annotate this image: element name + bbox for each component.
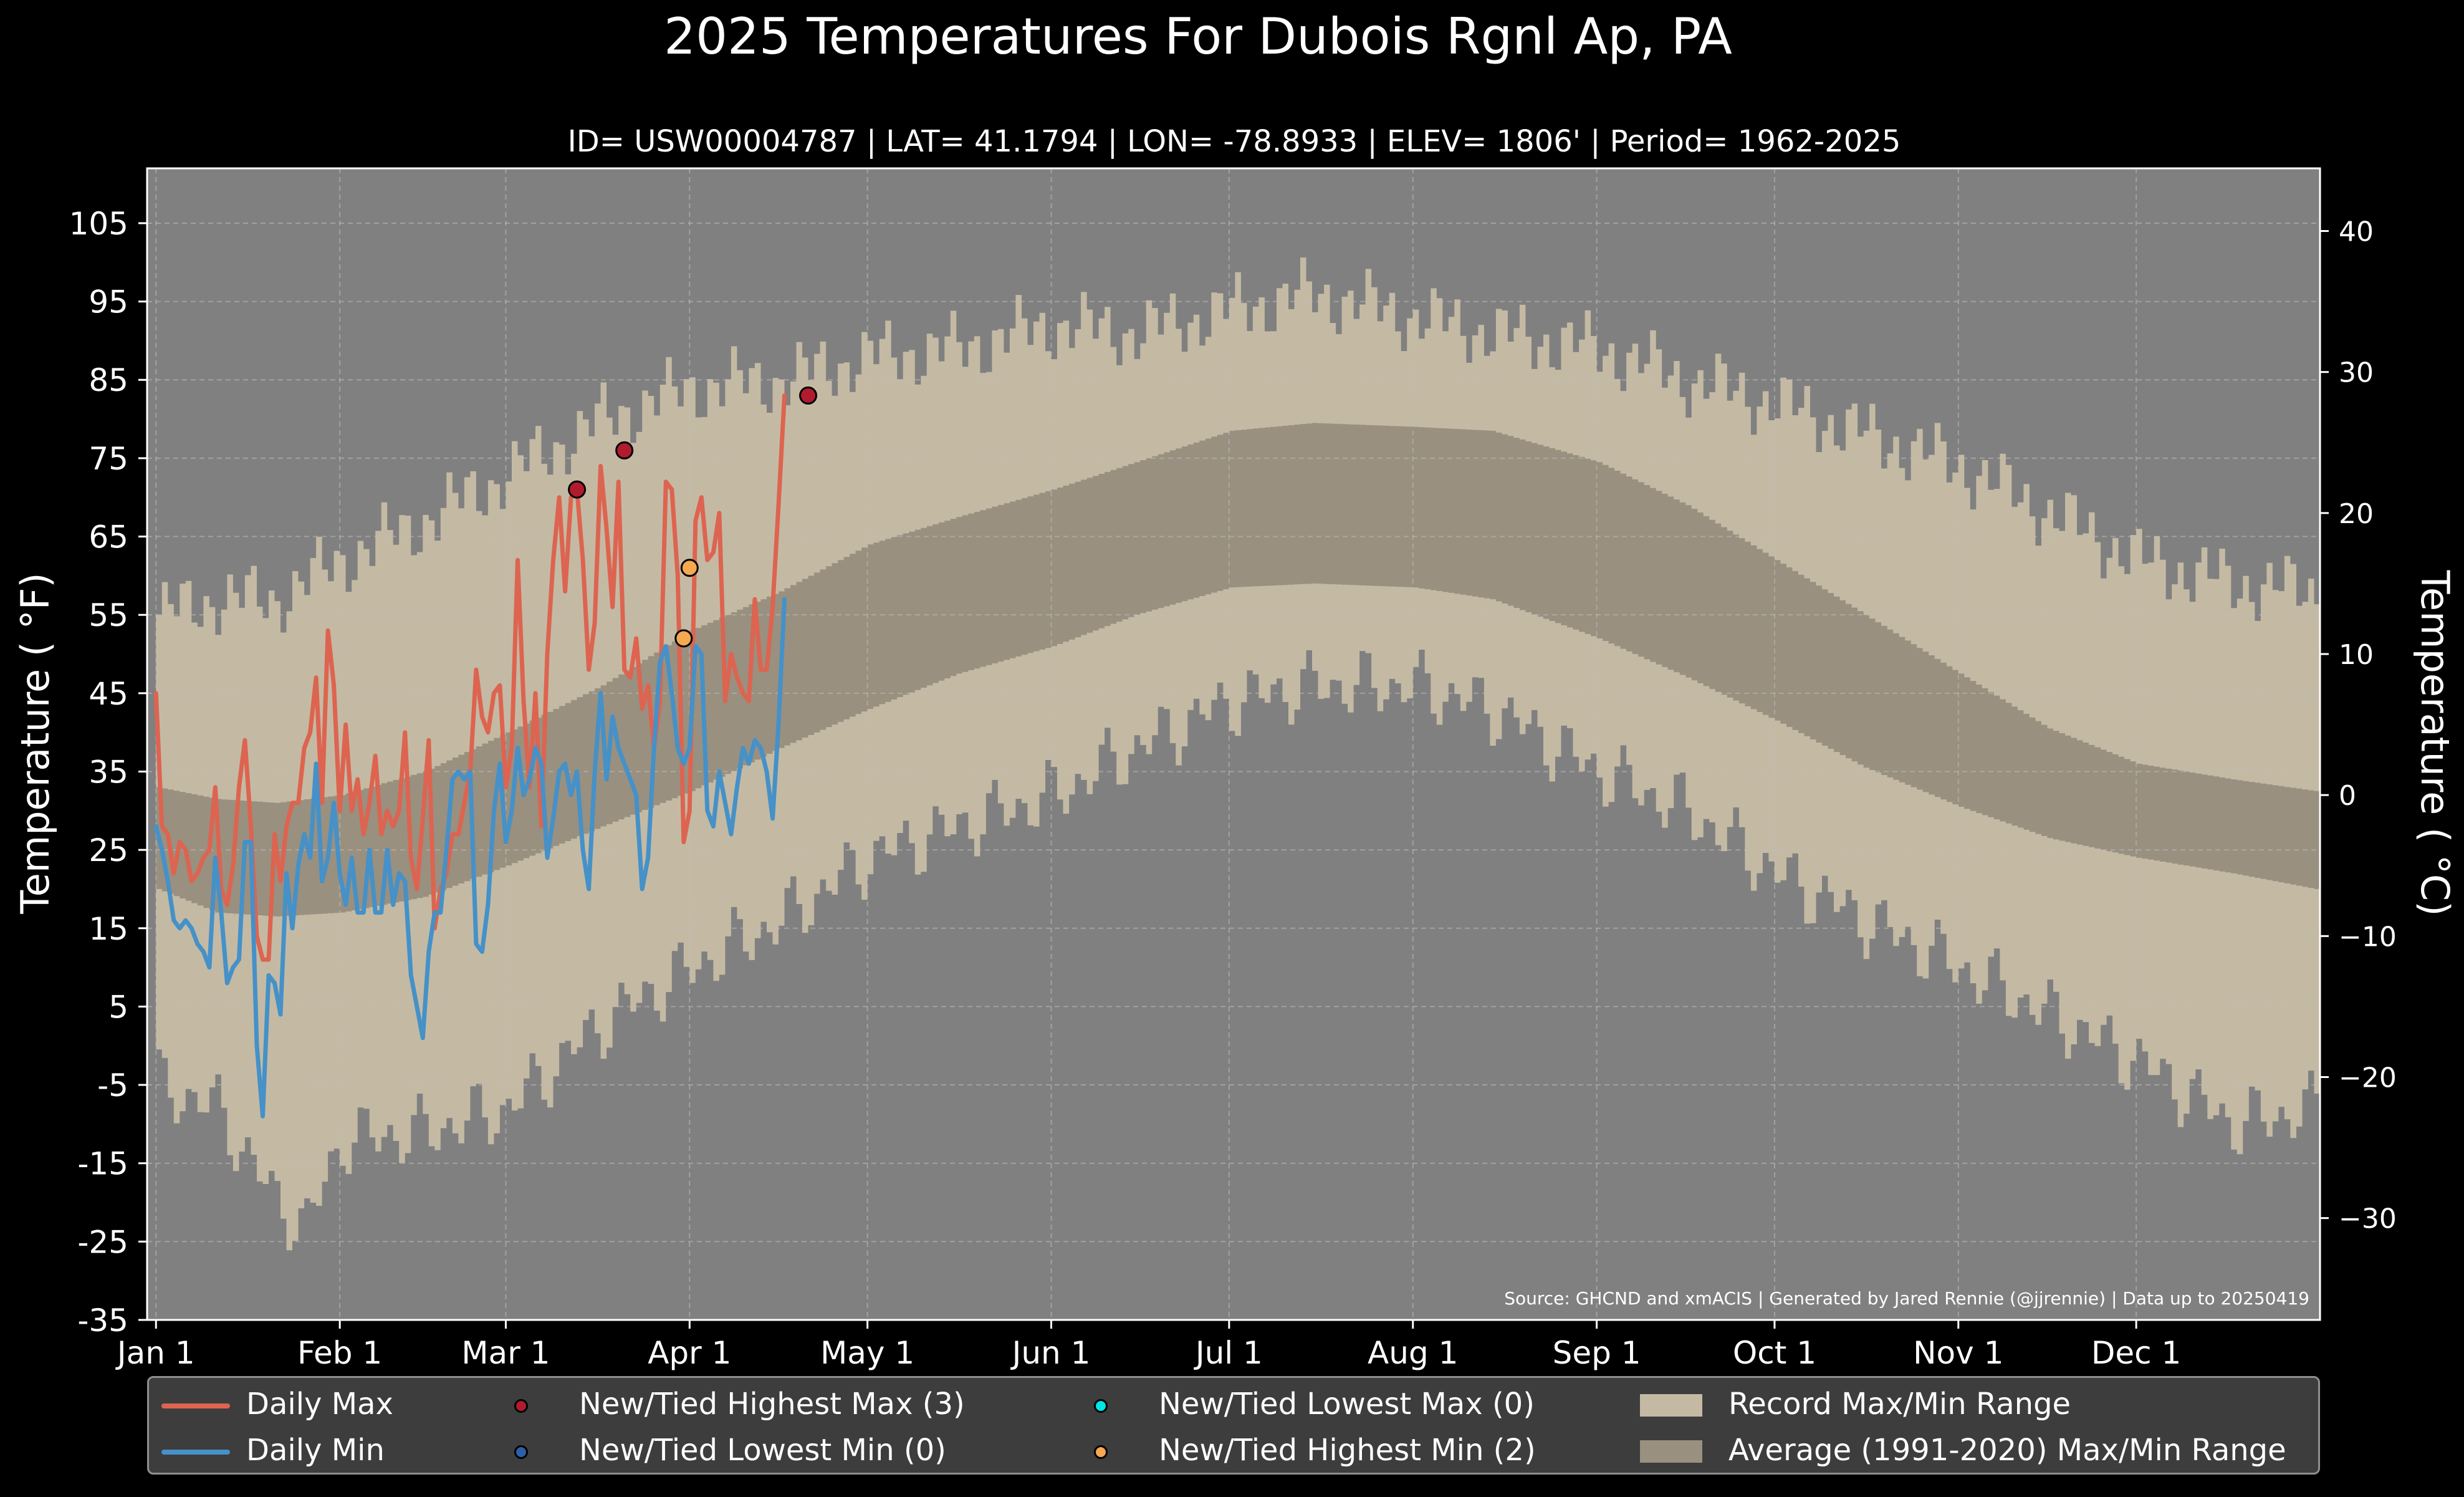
y-tick-label: 25 — [89, 832, 128, 869]
x-tick-label: Jan 1 — [115, 1335, 195, 1371]
y-tick-label: 75 — [89, 441, 128, 477]
x-tick-label: May 1 — [820, 1335, 914, 1371]
legend-high-max-marker — [514, 1399, 528, 1413]
record-point-high-min — [680, 559, 699, 577]
x-tick-label: Apr 1 — [648, 1335, 731, 1371]
legend-low-max-label: New/Tied Lowest Max (0) — [1159, 1387, 1535, 1422]
y-axis-label-left: Temperature ( °F) — [12, 572, 58, 914]
legend-daily-min-label: Daily Min — [246, 1433, 385, 1468]
legend-normal-range-swatch — [1640, 1440, 1702, 1463]
legend-daily-max-swatch — [161, 1403, 230, 1408]
chart-subtitle: ID= USW00004787 | LAT= 41.1794 | LON= -7… — [568, 124, 1901, 159]
y-tick-label: 15 — [89, 911, 128, 947]
x-tick-label: Jun 1 — [1010, 1335, 1091, 1371]
y-tick-label: 55 — [89, 597, 128, 633]
y2-tick-label: 0 — [2339, 780, 2356, 812]
legend-low-max-marker — [1094, 1399, 1108, 1413]
y-tick-label: 5 — [108, 989, 128, 1025]
chart-title: 2025 Temperatures For Dubois Rgnl Ap, PA — [664, 7, 1732, 65]
y-tick-label: 85 — [89, 362, 128, 398]
legend-normal-range-label: Average (1991-2020) Max/Min Range — [1728, 1433, 2286, 1468]
y2-tick-label: 10 — [2339, 639, 2374, 671]
y-tick-label: -15 — [77, 1146, 128, 1182]
x-tick-label: Oct 1 — [1733, 1335, 1816, 1371]
legend-record-range-label: Record Max/Min Range — [1728, 1387, 2071, 1422]
y2-tick-label: −30 — [2339, 1203, 2397, 1235]
y-tick-label: 35 — [89, 754, 128, 790]
record-point-high-max — [568, 480, 587, 499]
x-tick-label: Dec 1 — [2091, 1335, 2181, 1371]
legend-high-min-marker — [1094, 1445, 1108, 1459]
chart-legend: Daily Max Daily Min New/Tied Highest Max… — [147, 1376, 2320, 1475]
y2-tick-label: −20 — [2339, 1062, 2397, 1094]
x-tick-label: Feb 1 — [297, 1335, 382, 1371]
x-tick-label: Aug 1 — [1368, 1335, 1458, 1371]
y2-tick-label: 40 — [2339, 216, 2374, 248]
y-axis-label-right: Temperature ( °C) — [2412, 570, 2458, 917]
legend-high-min-label: New/Tied Highest Min (2) — [1159, 1433, 1536, 1468]
legend-high-max-label: New/Tied Highest Max (3) — [579, 1387, 965, 1422]
record-range-band — [156, 258, 2320, 1251]
legend-low-min-label: New/Tied Lowest Min (0) — [579, 1433, 946, 1468]
y2-tick-label: 30 — [2339, 357, 2374, 389]
y2-tick-label: 20 — [2339, 498, 2374, 530]
y-tick-label: 65 — [89, 519, 128, 556]
y-tick-label: -35 — [77, 1302, 128, 1339]
x-tick-label: Mar 1 — [461, 1335, 550, 1371]
x-tick-label: Jul 1 — [1194, 1335, 1263, 1371]
record-point-high-max — [615, 441, 634, 460]
legend-record-range-swatch — [1640, 1394, 1702, 1417]
axis-ticks: 105 95 85 75 65 55 45 35 25 15 5 -5 -15 -25 -35 40 30 20 1… — [69, 206, 2397, 1371]
grid-lines — [147, 168, 2320, 1321]
x-tick-label: Sep 1 — [1553, 1335, 1641, 1371]
y2-tick-label: −10 — [2339, 921, 2397, 953]
x-tick-label: Nov 1 — [1913, 1335, 2003, 1371]
y-tick-label: -5 — [97, 1067, 128, 1104]
record-point-high-max — [799, 386, 818, 405]
legend-daily-min-swatch — [161, 1450, 230, 1455]
source-note: Source: GHCND and xmACIS | Generated by … — [1504, 1288, 2309, 1309]
legend-daily-max-label: Daily Max — [246, 1387, 393, 1422]
y-tick-label: -25 — [77, 1224, 128, 1260]
y-tick-label: 95 — [89, 284, 128, 320]
record-point-high-min — [674, 629, 693, 648]
legend-low-min-marker — [514, 1445, 528, 1459]
y-tick-label: 105 — [69, 206, 128, 242]
series-line-daily-min — [153, 597, 787, 1119]
y-tick-label: 45 — [89, 676, 128, 712]
plot-frame — [146, 167, 2321, 1321]
